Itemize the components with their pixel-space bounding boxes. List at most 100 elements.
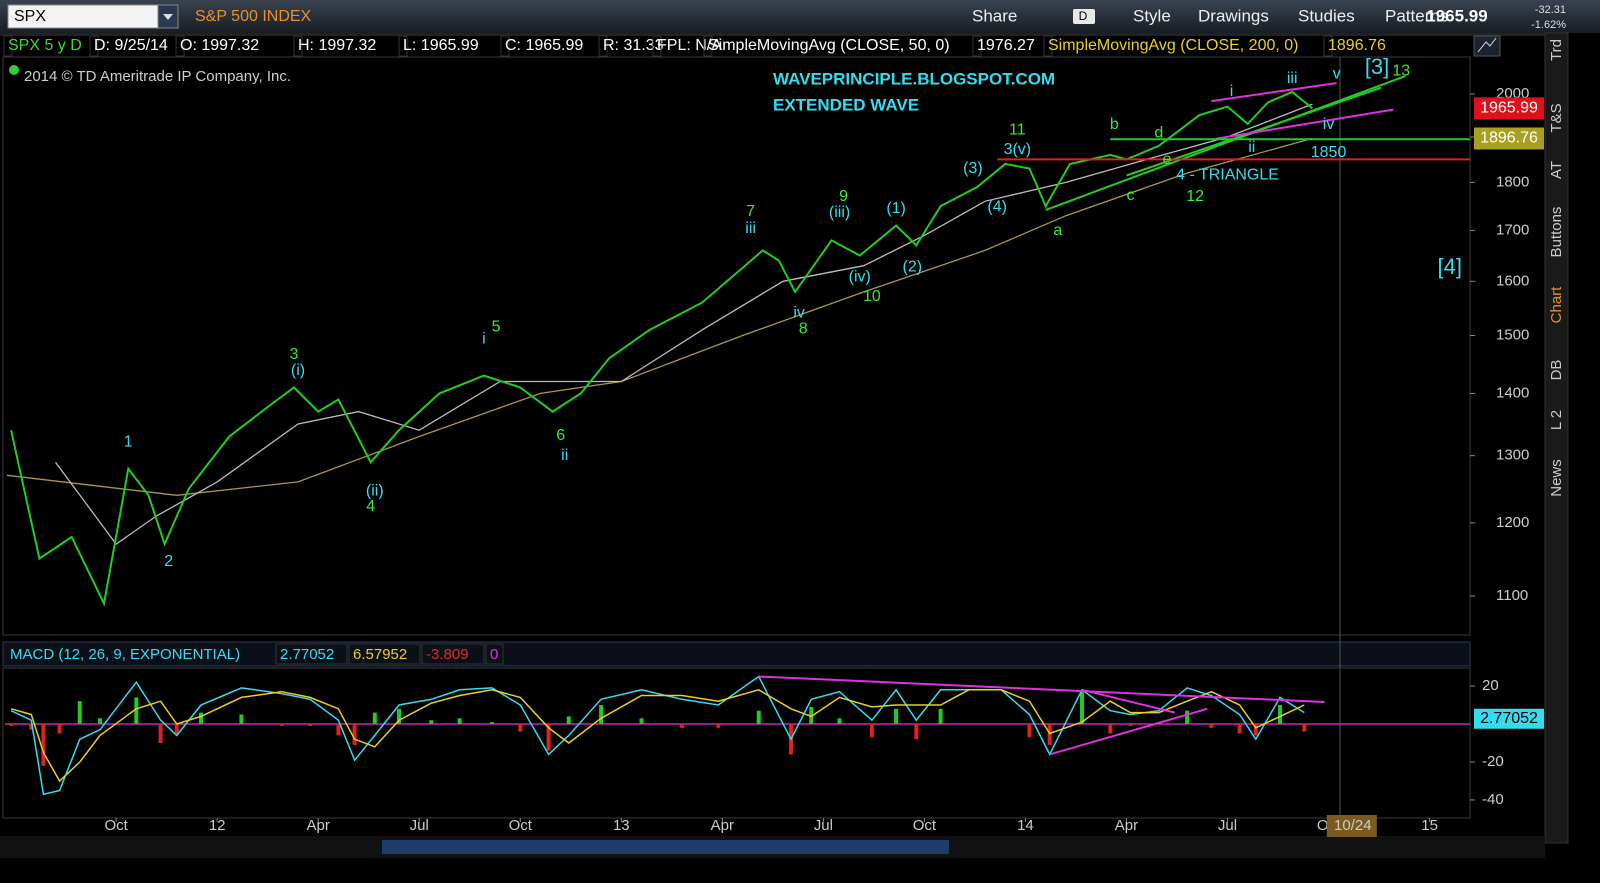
info-cell	[89, 35, 99, 57]
y-tick-label: 1800	[1496, 173, 1529, 190]
histogram-bar	[1047, 724, 1052, 745]
readout-box	[421, 643, 485, 665]
wave-label: 1850	[1311, 144, 1347, 161]
wave-label: 9	[839, 188, 848, 205]
histogram-bar	[1185, 710, 1190, 725]
wave-label: iv	[793, 305, 805, 322]
side-tab[interactable]: L 2	[1548, 410, 1565, 430]
wave-label: iii	[745, 220, 756, 237]
toolbar-button[interactable]: Patterns	[1385, 6, 1448, 25]
histogram-bar	[199, 712, 204, 725]
info-field: SPX 5 y D	[8, 37, 82, 54]
side-tab[interactable]: DB	[1548, 360, 1565, 381]
trend-line	[1211, 82, 1337, 103]
histogram-bar	[9, 724, 14, 726]
price-badge	[1474, 97, 1544, 120]
side-tab-strip	[1544, 32, 1569, 844]
toolbar	[0, 0, 1600, 33]
toolbar-button[interactable]: Style	[1133, 6, 1171, 25]
toolbar-button[interactable]: Drawings	[1198, 6, 1269, 25]
separator	[0, 33, 1545, 36]
histogram-bar	[239, 714, 244, 725]
histogram-bar	[336, 724, 341, 736]
histogram-bar	[546, 724, 551, 751]
histogram-bar	[489, 722, 494, 725]
wave-label: 3(v)	[1004, 141, 1032, 158]
y-tick-label: 1500	[1496, 326, 1529, 343]
wave-label: (i)	[291, 362, 305, 379]
wave-label: ii	[1248, 139, 1255, 156]
trend-line	[1045, 75, 1406, 211]
histogram-bar	[1253, 724, 1258, 736]
info-field: C: 1965.99	[505, 37, 583, 54]
x-tick-label: 15	[1421, 817, 1438, 834]
histogram-bar	[1302, 724, 1307, 732]
side-tab[interactable]: Chart	[1548, 286, 1565, 324]
side-tab[interactable]: Trd	[1548, 39, 1565, 61]
dropdown-arrow	[163, 14, 173, 20]
histogram-bar	[938, 708, 943, 725]
histogram-bar	[457, 718, 462, 725]
histogram-bar	[372, 712, 377, 725]
histogram-bar	[57, 724, 62, 734]
info-field: D: 9/25/14	[94, 37, 168, 54]
info-cell	[598, 35, 608, 57]
readout-box	[485, 643, 504, 665]
histogram-bar	[41, 724, 46, 766]
x-tick-label: Apr	[1115, 817, 1138, 834]
wave-label: iii	[1287, 70, 1298, 87]
wave-label: a	[1053, 222, 1062, 239]
side-tab[interactable]: AT	[1548, 161, 1565, 179]
x-tick-label: Jul	[1218, 817, 1237, 834]
date-highlight	[1326, 815, 1377, 837]
wave-label: 2	[164, 553, 173, 570]
trend-line	[1049, 707, 1208, 756]
side-tab[interactable]: Buttons	[1548, 207, 1565, 258]
side-tab[interactable]: T&S	[1548, 103, 1565, 132]
overlay-note: EXTENDED WAVE	[773, 95, 919, 114]
info-field: FPL: N/A	[657, 37, 722, 54]
chart-settings-button[interactable]	[1473, 35, 1501, 57]
histogram-bar	[29, 724, 34, 730]
wave-label: e	[1162, 151, 1171, 168]
readout-box	[275, 643, 348, 665]
x-tick-label: Oct	[913, 817, 937, 834]
info-field: H: 1997.32	[298, 37, 376, 54]
histogram-bar	[639, 718, 644, 725]
price-line	[6, 137, 1313, 496]
histogram-bar	[158, 724, 163, 743]
price-badge-label: 1965.99	[1480, 100, 1538, 117]
toolbar-button[interactable]: D	[1079, 9, 1088, 23]
histogram-bar	[756, 710, 761, 725]
histogram-bar	[174, 724, 179, 736]
x-tick-label: 14	[1017, 817, 1034, 834]
histogram-bar	[1080, 691, 1085, 725]
histogram-bar	[894, 708, 899, 725]
x-tick-label: Jul	[814, 817, 833, 834]
y-tick-label: 1700	[1496, 221, 1529, 238]
toolbar-button[interactable]: Studies	[1298, 6, 1355, 25]
wave-label: 13	[1392, 62, 1410, 79]
side-tab[interactable]: News	[1548, 459, 1565, 497]
price-panel	[2, 56, 1471, 636]
histogram-bar	[914, 724, 919, 740]
info-cell	[3, 35, 13, 57]
readout-value: 0	[490, 646, 498, 663]
info-field: SimpleMovingAvg (CLOSE, 50, 0)	[708, 37, 950, 54]
wave-label: (2)	[903, 258, 923, 275]
trend-line	[1081, 688, 1176, 714]
toolbar-button[interactable]: Share	[972, 6, 1017, 25]
y-tick-label: -40	[1482, 791, 1504, 808]
info-field: L: 1965.99	[403, 37, 479, 54]
wave-label: i	[1230, 83, 1234, 100]
button-box[interactable]	[1073, 9, 1095, 24]
y-tick-label: 1400	[1496, 384, 1529, 401]
wave-label: (iii)	[829, 204, 850, 221]
x-tick-label: 10/24	[1334, 817, 1372, 834]
wave-label: 8	[799, 321, 808, 338]
wave-label: ii	[561, 447, 568, 464]
scrollbar-thumb[interactable]	[382, 840, 949, 854]
histogram-bar	[429, 720, 434, 725]
info-cell	[1043, 35, 1053, 57]
info-cell	[1323, 35, 1333, 57]
